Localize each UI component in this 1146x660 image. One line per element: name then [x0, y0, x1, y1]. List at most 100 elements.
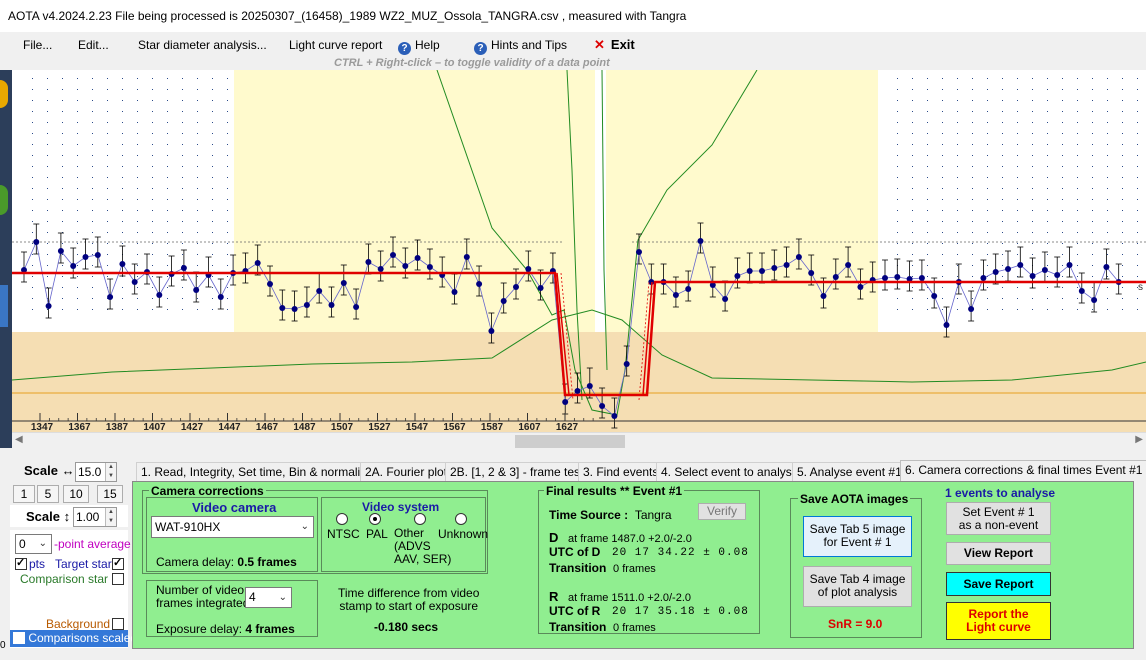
tab-find-events[interactable]: 3. Find events: [578, 462, 664, 482]
tab-frame-test[interactable]: 2B. [1, 2 & 3] - frame test: [445, 462, 589, 482]
scroll-right-icon[interactable]: ▶: [1135, 434, 1143, 445]
verify-button[interactable]: Verify: [698, 503, 746, 520]
grid-dot: [1092, 254, 1093, 255]
grid-dot: [897, 243, 898, 244]
menu-star-diameter[interactable]: Star diameter analysis...: [138, 38, 267, 52]
grid-dot: [897, 78, 898, 79]
time-source-row: Time Source : Tangra: [549, 508, 672, 522]
grid-dot: [957, 89, 958, 90]
fit-model-line-inner: [556, 272, 653, 396]
grid-dot: [897, 177, 898, 178]
d-label: D: [549, 530, 559, 545]
background-checkbox[interactable]: [112, 617, 124, 631]
grid-dot: [47, 309, 48, 310]
plot-scrollbar[interactable]: ◀ ▶: [12, 432, 1146, 449]
comparisons-scaled-checkbox[interactable]: [13, 630, 25, 646]
window-title-bar: AOTA v4.2024.2.23 File being processed i…: [0, 0, 1146, 32]
save-tab4-button[interactable]: Save Tab 4 image of plot analysis: [803, 566, 912, 607]
menu-file[interactable]: File...: [23, 38, 53, 52]
grid-dot: [1002, 243, 1003, 244]
scrollbar-thumb[interactable]: [515, 435, 625, 448]
grid-dot: [1077, 111, 1078, 112]
scale-h-spinner[interactable]: 15.0 ▲ ▼: [75, 462, 117, 482]
grid-dot: [927, 287, 928, 288]
tab-read-integrity[interactable]: 1. Read, Integrity, Set time, Bin & norm…: [136, 462, 378, 482]
scale-v-spinner[interactable]: 1.00 ▲ ▼: [73, 507, 117, 527]
menu-light-curve-report[interactable]: Light curve report: [289, 38, 383, 52]
tab-select-event[interactable]: 4. Select event to analyse: [656, 462, 804, 482]
background-check[interactable]: [112, 618, 124, 630]
menu-exit[interactable]: ✕ Exit: [594, 38, 635, 52]
tab-fourier[interactable]: 2A. Fourier plot: [360, 462, 453, 482]
point-average-select[interactable]: 0 ⌄: [15, 534, 52, 554]
save-report-button[interactable]: Save Report: [946, 572, 1051, 596]
unknown-radio[interactable]: [455, 513, 467, 528]
data-point: [217, 294, 224, 300]
grid-dot: [227, 111, 228, 112]
grid-dot: [167, 199, 168, 200]
tab-strip: 1. Read, Integrity, Set time, Bin & norm…: [130, 460, 1146, 482]
grid-dot: [77, 100, 78, 101]
grid-dot: [107, 89, 108, 90]
grid-dot: [62, 298, 63, 299]
data-point: [636, 249, 642, 255]
grid-dot: [32, 243, 33, 244]
grid-dot: [1107, 287, 1108, 288]
grid-dot: [182, 100, 183, 101]
comparisons-scaled-row[interactable]: Comparisons scaled: [10, 630, 137, 647]
report-light-curve-button[interactable]: Report the Light curve: [946, 602, 1051, 640]
plot-edge-text: s: [1138, 282, 1143, 293]
grid-dot: [47, 122, 48, 123]
light-curve-plot[interactable]: 1347 1367 1387 1407 1427 1447 1467 1487 1507 1527…: [12, 70, 1146, 432]
target-star-check[interactable]: [112, 556, 124, 570]
target-data-line: [23, 239, 1120, 417]
target-star-checkbox[interactable]: [112, 556, 124, 571]
spinner-arrows-icon[interactable]: ▲ ▼: [105, 463, 116, 481]
tab-camera-corrections[interactable]: 6. Camera corrections & final times Even…: [900, 460, 1146, 482]
grid-dot: [122, 122, 123, 123]
grid-dot: [137, 166, 138, 167]
other-radio[interactable]: [414, 513, 426, 528]
pts-checkbox-row[interactable]: pts: [15, 556, 45, 571]
pts-checkbox[interactable]: [15, 556, 27, 570]
grid-dot: [32, 221, 33, 222]
unknown-radio-button[interactable]: [455, 513, 467, 525]
view-report-button[interactable]: View Report: [946, 542, 1051, 565]
other-radio-button[interactable]: [414, 513, 426, 525]
scale-button-1[interactable]: 1: [13, 485, 35, 503]
scale-button-5[interactable]: 5: [37, 485, 59, 503]
comparison-star-checkbox[interactable]: [112, 572, 124, 586]
comparison-star-check[interactable]: [112, 573, 124, 585]
grid-dot: [167, 89, 168, 90]
scale-button-15[interactable]: 15: [97, 485, 123, 503]
menu-edit[interactable]: Edit...: [78, 38, 109, 52]
grid-dot: [182, 177, 183, 178]
grid-dot: [1032, 122, 1033, 123]
scale-button-10[interactable]: 10: [63, 485, 89, 503]
grid-dot: [47, 89, 48, 90]
non-event-button[interactable]: Set Event # 1 as a non-event: [946, 502, 1051, 535]
data-point: [390, 252, 396, 258]
ntsc-radio[interactable]: [336, 513, 348, 528]
grid-dot: [137, 100, 138, 101]
d-uncertainty-line: [560, 272, 574, 401]
menu-hints[interactable]: ? Hints and Tips: [474, 38, 567, 55]
grid-dot: [62, 254, 63, 255]
grid-dot: [212, 265, 213, 266]
pal-radio[interactable]: [369, 513, 381, 528]
ntsc-radio-button[interactable]: [336, 513, 348, 525]
tab-analyse-event[interactable]: 5. Analyse event #1: [792, 462, 907, 482]
camera-select[interactable]: WAT-910HX ⌄: [151, 516, 314, 538]
menu-help[interactable]: ? Help: [398, 38, 440, 55]
grid-dot: [1017, 309, 1018, 310]
grid-dot: [152, 122, 153, 123]
spinner-arrows-icon[interactable]: ▲ ▼: [105, 508, 116, 526]
r-frame: at frame 1511.0 +2.0/-2.0: [568, 592, 692, 604]
scroll-left-icon[interactable]: ◀: [15, 434, 23, 445]
save-tab5-button[interactable]: Save Tab 5 image for Event # 1: [803, 516, 912, 557]
grid-dot: [1077, 287, 1078, 288]
grid-dot: [1002, 199, 1003, 200]
grid-dot: [1077, 89, 1078, 90]
frames-integrated-select[interactable]: 4 ⌄: [245, 587, 292, 608]
pal-radio-button[interactable]: [369, 513, 381, 525]
